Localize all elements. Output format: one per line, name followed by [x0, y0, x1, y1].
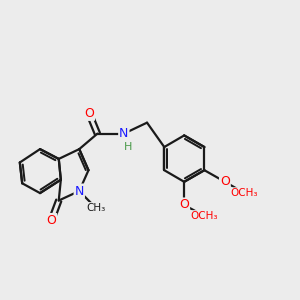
Text: OCH₃: OCH₃: [231, 188, 258, 198]
Text: O: O: [84, 107, 94, 120]
Text: H: H: [124, 142, 132, 152]
Text: OCH₃: OCH₃: [190, 211, 218, 221]
Text: O: O: [179, 199, 189, 212]
Text: N: N: [75, 184, 84, 197]
Text: O: O: [220, 175, 230, 188]
Text: O: O: [46, 214, 56, 227]
Text: N: N: [119, 127, 128, 140]
Text: CH₃: CH₃: [86, 203, 106, 213]
